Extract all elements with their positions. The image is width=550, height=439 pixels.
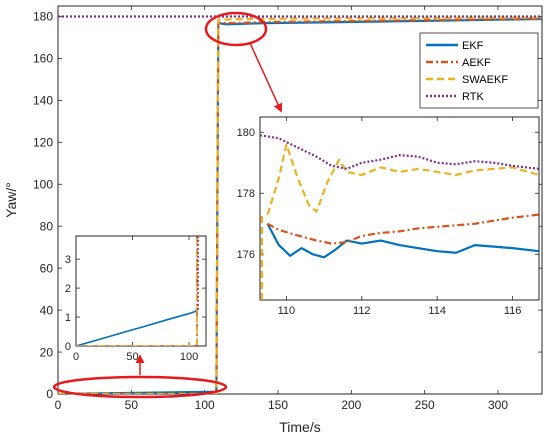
inset-left-series-group [76,236,199,346]
inset-right-plot-area [259,116,540,301]
inset-left-plot-area [75,235,207,347]
y-axis-title: Yaw/° [3,182,19,218]
y-tick-label: 0 [46,387,53,401]
x-tick-label: 50 [125,398,139,412]
y-tick-label: 180 [33,10,53,24]
main-axis-ticks: 0 50 100 150 200 250 3000204060801001201401601… [33,6,542,412]
y-tick-label: 0 [65,341,71,353]
legend: EKF AEKF SWAEKF RTK [419,32,539,109]
series-line-aekf [76,236,198,346]
arrow-to-inset-right [249,42,283,113]
inset-right-axis-ticks: 110 112 114 116 176 178 180 [237,117,539,317]
y-tick-label: 1 [65,312,71,324]
x-tick-label: 300 [488,398,508,412]
y-tick-label: 60 [40,261,54,275]
x-tick-label: 150 [268,398,288,412]
y-tick-label: 80 [40,219,54,233]
x-tick-label: 100 [195,398,215,412]
y-tick-label: 3 [65,254,71,266]
y-tick-label: 176 [237,249,255,261]
inset-left-axis-ticks: 0 50 100 0 1 2 3 [65,236,206,363]
legend-label-rtk: RTK [462,91,484,103]
y-tick-label: 20 [40,345,54,359]
x-axis-title: Time/s [279,419,320,435]
x-tick-label: 114 [428,305,446,317]
y-tick-label: 120 [33,136,53,150]
y-tick-label: 2 [65,283,71,295]
x-tick-label: 0 [55,398,62,412]
x-tick-label: 110 [278,305,296,317]
y-tick-label: 178 [237,188,255,200]
series-line-swaekf [58,16,542,394]
x-tick-label: 250 [415,398,435,412]
x-tick-label: 200 [341,398,361,412]
legend-label-swaekf: SWAEKF [462,74,508,86]
zoom-ellipse-top [204,11,268,47]
x-tick-label: 50 [126,351,138,363]
zoom-ellipse-bottom [52,375,228,399]
y-tick-label: 100 [33,177,53,191]
series-line-ekf [76,308,198,346]
legend-label-ekf: EKF [462,40,484,52]
x-tick-label: 112 [353,305,371,317]
x-tick-label: 116 [504,305,522,317]
y-tick-label: 140 [33,94,53,108]
series-line-ekf [266,223,539,259]
series-line-aekf [58,17,542,394]
series-line-swaekf [266,143,539,215]
legend-label-aekf: AEKF [462,57,491,69]
x-tick-label: 100 [180,351,198,363]
x-tick-label: 0 [73,351,79,363]
y-tick-label: 180 [237,127,255,139]
y-tick-label: 160 [33,52,53,66]
main-series-group [58,15,542,394]
y-tick-label: 40 [40,303,54,317]
inset-right-series-group [260,134,539,300]
series-line-aekf [267,213,539,245]
